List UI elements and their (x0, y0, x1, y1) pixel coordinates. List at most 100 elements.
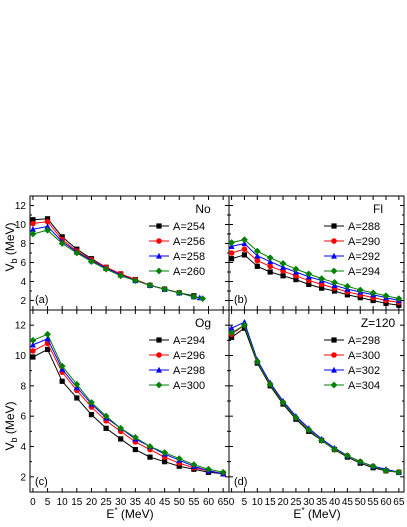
legend-label-A=302: A=302 (348, 365, 380, 377)
data-point-A=290 (241, 246, 248, 252)
x-tick-label: 65 (218, 497, 230, 508)
x-tick-label: 30 (115, 497, 127, 508)
legend-label-A=300: A=300 (173, 380, 205, 392)
y-tick-label: 8 (20, 239, 26, 250)
data-point-A=260 (146, 281, 154, 289)
data-point-A=288 (344, 292, 350, 298)
x-tick-label: 50 (355, 497, 367, 508)
y-axis-title-top-sub: b (9, 258, 19, 263)
series-line-A=256 (32, 221, 195, 298)
legend-marker-A=260 (155, 267, 163, 275)
x-tick-label: 0 (229, 497, 235, 508)
data-point-A=294 (279, 260, 287, 267)
data-point-A=300 (58, 362, 66, 370)
legend-label-A=292: A=292 (348, 251, 380, 263)
data-point-A=294 (331, 279, 338, 286)
legend-marker-A=292 (331, 252, 337, 259)
panel-title: Z=120 (361, 316, 396, 330)
data-point-A=292 (254, 252, 261, 259)
panel-label: (c) (35, 476, 48, 488)
data-point-A=300 (190, 461, 198, 469)
data-point-A=300 (102, 412, 110, 420)
data-point-A=304 (266, 380, 274, 388)
x-tick-label: 45 (159, 497, 171, 508)
data-point-A=298 (44, 335, 51, 342)
data-point-A=300 (161, 449, 169, 456)
data-point-A=260 (73, 249, 81, 257)
data-point-A=294 (395, 295, 403, 302)
data-point-A=260 (175, 289, 183, 297)
data-point-A=304 (241, 321, 248, 329)
legend-marker-A=298 (331, 337, 337, 343)
legend-marker-A=290 (331, 238, 337, 244)
data-point-A=260 (102, 265, 110, 273)
data-point-A=288 (331, 288, 338, 294)
y-tick-label: 6 (20, 412, 26, 423)
x-tick-label: 65 (393, 497, 405, 508)
data-point-A=304 (292, 414, 300, 422)
data-point-A=294 (292, 265, 300, 273)
panel-label: (a) (35, 294, 48, 306)
legend-label-A=298: A=298 (173, 365, 205, 377)
x-axis-title-left-unit: (MeV) (118, 507, 154, 521)
x-tick-label: 30 (303, 497, 315, 508)
data-point-A=254 (59, 234, 65, 240)
data-point-A=304 (395, 468, 403, 476)
x-tick-label: 50 (174, 497, 186, 508)
data-point-A=288 (228, 256, 235, 262)
data-point-A=260 (88, 258, 95, 265)
data-point-A=288 (383, 300, 389, 306)
x-tick-label: 20 (86, 497, 98, 508)
data-point-A=288 (357, 295, 363, 301)
data-point-A=288 (254, 263, 260, 269)
data-point-A=292 (280, 264, 287, 270)
data-point-A=290 (254, 257, 261, 264)
legend-marker-A=258 (156, 252, 162, 259)
legend-label-A=298: A=298 (348, 335, 380, 347)
y-tick-label: 2 (20, 472, 26, 483)
data-point-A=288 (280, 273, 286, 279)
data-point-A=294 (356, 286, 364, 294)
x-tick-label: 35 (316, 497, 328, 508)
legend-marker-A=296 (156, 352, 162, 358)
legend-label-A=294: A=294 (173, 335, 205, 347)
x-axis-title-right-sup: * (301, 506, 304, 515)
legend-marker-A=294 (330, 267, 338, 275)
legend-marker-A=256 (156, 238, 162, 244)
x-tick-label: 60 (380, 497, 392, 508)
y-tick-label: 2 (20, 296, 26, 307)
data-point-A=298 (228, 334, 235, 340)
y-tick-label: 10 (15, 220, 27, 231)
panel-1: 2 4 6 8 10 12 No (a) A=254 A=256 A=258 A=260 (15, 195, 230, 311)
data-point-A=294 (74, 395, 80, 401)
data-point-A=294 (118, 436, 124, 442)
data-point-A=304 (356, 458, 364, 466)
x-tick-label: 55 (188, 497, 200, 508)
series-line-A=300 (32, 333, 224, 473)
data-point-A=288 (396, 302, 402, 308)
data-point-A=292 (241, 240, 248, 247)
panel-title: No (195, 202, 211, 216)
data-point-A=260 (58, 240, 66, 247)
legend-marker-A=254 (156, 223, 162, 229)
series-line-A=254 (32, 218, 194, 297)
y-tick-label: 6 (20, 258, 26, 269)
data-point-A=304 (253, 358, 261, 365)
legend-label-A=254: A=254 (173, 221, 205, 233)
x-axis-title-left-sup: * (114, 506, 117, 515)
data-point-A=294 (132, 446, 138, 453)
legend-marker-A=302 (331, 366, 337, 373)
panel-title: Fl (373, 202, 383, 216)
data-point-A=254 (30, 217, 36, 223)
y-tick-label: 4 (20, 277, 26, 288)
legend-label-A=294: A=294 (348, 266, 380, 278)
series-line-A=304 (231, 324, 399, 473)
data-point-A=256 (30, 220, 36, 227)
data-point-A=300 (88, 399, 95, 406)
data-point-A=304 (331, 446, 338, 453)
data-point-A=304 (369, 462, 377, 470)
legend-marker-A=294 (156, 337, 162, 343)
x-tick-label: 5 (45, 497, 51, 508)
y-axis-title-bottom-unit: (MeV) (3, 401, 17, 437)
